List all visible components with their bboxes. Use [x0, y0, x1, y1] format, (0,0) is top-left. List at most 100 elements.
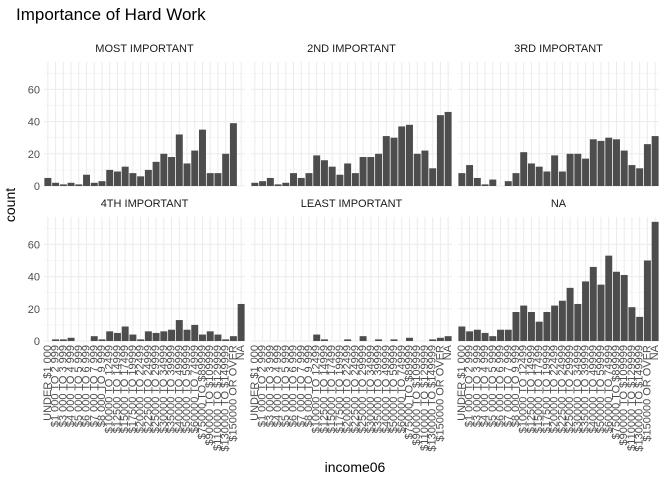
bar — [520, 305, 528, 341]
panel-strip-label: LEAST IMPORTANT — [301, 198, 403, 210]
x-tick-label: $40000 TO 49999 — [587, 345, 599, 433]
x-tick-label: UNDER $1 000 — [249, 345, 261, 421]
bar — [129, 334, 137, 341]
bar — [229, 123, 237, 186]
chart-title: Importance of Hard Work — [16, 5, 206, 24]
bar — [512, 173, 520, 186]
bar — [473, 329, 481, 341]
bar — [160, 153, 168, 186]
bar — [191, 150, 199, 186]
bar — [282, 182, 290, 186]
bar — [90, 182, 98, 186]
bar — [98, 339, 106, 341]
x-tick-label: $22500 TO 24999 — [556, 345, 568, 433]
y-axis-label: count — [2, 188, 18, 222]
bar — [574, 153, 582, 186]
x-tick-label: $6 000 TO 6 999 — [495, 345, 507, 427]
bar — [222, 339, 230, 341]
x-tick-label: $25000 TO 29999 — [150, 345, 162, 433]
bar — [191, 324, 199, 341]
bar — [406, 337, 413, 341]
bar — [274, 184, 282, 186]
x-tick-label: $35000 TO 39999 — [580, 345, 592, 433]
x-tick-label: UNDER $1 000 — [42, 345, 54, 421]
x-tick-label: $40000 TO 49999 — [380, 345, 392, 433]
y-tick-label: 40 — [28, 272, 40, 284]
x-tick-label: $20000 TO 22499 — [342, 345, 354, 433]
bar — [199, 129, 206, 186]
x-tick-label: $10000 TO 12499 — [518, 345, 530, 433]
x-tick-label: $50000 TO 59999 — [595, 345, 607, 433]
x-tick-label: NA — [442, 344, 454, 360]
bar — [313, 334, 321, 341]
bar — [636, 168, 644, 186]
x-tick-label: $3 000 TO 3 999 — [57, 345, 69, 427]
x-tick-label: $75000 TO $89999 — [196, 345, 208, 439]
bar — [527, 312, 535, 341]
x-tick-label: $15000 TO 17499 — [119, 345, 131, 433]
bar — [643, 144, 651, 186]
x-tick-label: $90000 TO $109999 — [411, 345, 423, 446]
bar — [52, 339, 60, 341]
bar — [520, 152, 528, 186]
bar — [527, 163, 535, 186]
x-tick-label: $110000 TO $129999 — [212, 345, 224, 451]
x-tick-label: $130000 TO $149999 — [427, 345, 439, 452]
bar — [636, 316, 644, 341]
facet-panels: MOST IMPORTANT 0 20 40 60 2ND IMPORTANT 3RD IM… — [28, 43, 661, 452]
x-tick-label: $17500 TO 19999 — [334, 345, 346, 433]
bar — [582, 158, 590, 186]
bar — [214, 334, 222, 341]
bar — [320, 160, 328, 186]
x-tick-label: $12500 TO 14999 — [111, 345, 123, 433]
x-tick-label: $150000 OR OVER — [641, 345, 653, 442]
bar — [382, 136, 390, 186]
bar — [597, 140, 605, 186]
bar — [613, 139, 620, 186]
bar — [52, 182, 60, 186]
bar — [512, 312, 520, 341]
bar — [175, 134, 183, 186]
bar — [458, 173, 466, 186]
bar — [558, 300, 566, 341]
bar — [237, 303, 245, 341]
bar — [206, 331, 214, 341]
bar — [59, 339, 67, 341]
bar — [504, 329, 512, 341]
bar — [359, 157, 367, 186]
bar — [551, 305, 559, 341]
x-tick-label: NA — [649, 344, 661, 360]
bar — [628, 307, 636, 341]
panel-5: LEAST IMPORTANT UNDER $1 000$1 000 TO 2 9… — [249, 198, 454, 452]
bar — [67, 337, 75, 341]
bar — [259, 181, 267, 186]
bar — [605, 137, 613, 186]
bar — [651, 221, 659, 341]
y-tick-label: 20 — [28, 149, 40, 161]
bar — [137, 339, 145, 341]
bar — [535, 321, 543, 341]
bar — [566, 153, 574, 186]
x-tick-label: $3 000 TO 3 999 — [264, 345, 276, 427]
bar — [121, 166, 129, 186]
bar — [473, 177, 481, 186]
x-tick-label: NA — [235, 344, 247, 360]
bar — [504, 181, 512, 186]
bar — [566, 287, 574, 341]
x-tick-label: $40000 TO 49999 — [173, 345, 185, 433]
bar — [589, 266, 597, 341]
x-tick-label: $25000 TO 29999 — [357, 345, 369, 433]
bar — [266, 177, 274, 186]
bar — [436, 337, 444, 341]
bar — [121, 326, 129, 341]
x-tick-label: $60000 TO 74999 — [396, 345, 408, 433]
panel-1: MOST IMPORTANT 0 20 40 60 — [28, 43, 245, 193]
x-tick-label: $5 000 TO 5 999 — [73, 345, 85, 427]
bar — [535, 166, 543, 186]
x-tick-label: $35000 TO 39999 — [373, 345, 385, 433]
bar — [375, 339, 383, 341]
x-tick-label: $150000 OR OVER — [227, 345, 239, 442]
bar — [67, 182, 75, 186]
bar — [574, 303, 582, 341]
y-tick-label: 20 — [28, 304, 40, 316]
